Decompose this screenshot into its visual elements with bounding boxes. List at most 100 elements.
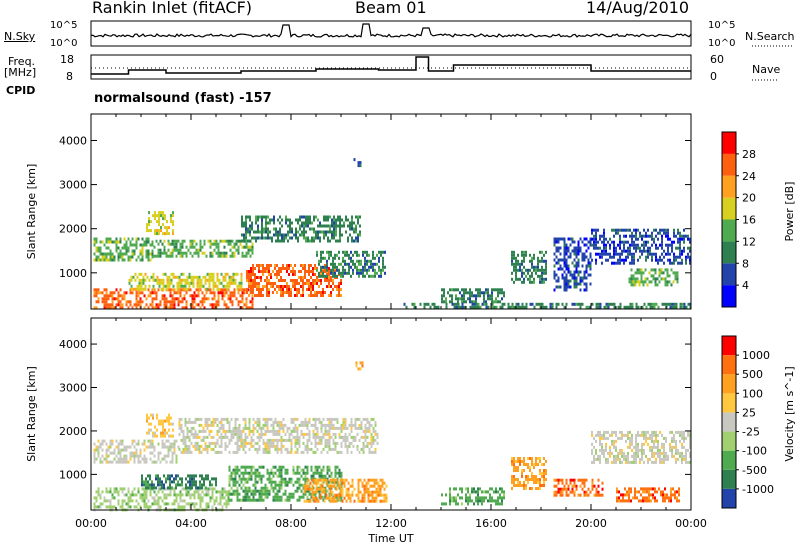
data-cell: [320, 265, 322, 269]
data-cell: [138, 284, 141, 288]
data-cell: [345, 215, 347, 219]
data-cell: [374, 420, 377, 424]
data-cell: [201, 496, 204, 500]
data-cell: [541, 463, 543, 466]
data-cell: [443, 291, 445, 295]
data-cell: [211, 306, 214, 310]
data-cell: [202, 275, 205, 279]
data-cell: [258, 465, 261, 469]
data-cell: [531, 463, 533, 466]
data-cell: [362, 265, 364, 269]
data-cell: [209, 254, 212, 258]
data-cell: [163, 483, 165, 487]
data-cell: [356, 268, 358, 272]
data-cell: [511, 481, 513, 484]
data-cell: [557, 240, 560, 244]
data-cell: [245, 230, 247, 234]
data-cell: [195, 490, 198, 494]
data-cell: [314, 465, 317, 469]
data-cell: [115, 246, 118, 250]
data-cell: [477, 499, 479, 503]
data-cell: [227, 496, 230, 500]
data-cell: [157, 454, 160, 458]
data-cell: [189, 477, 191, 481]
data-cell: [314, 468, 317, 472]
data-cell: [373, 499, 376, 503]
data-cell: [230, 429, 233, 433]
data-cell: [587, 261, 590, 265]
data-cell: [631, 255, 633, 259]
data-cell: [523, 487, 525, 490]
data-cell: [368, 429, 371, 433]
data-cell: [589, 273, 592, 277]
data-cell: [521, 469, 523, 472]
data-cell: [212, 441, 215, 445]
data-cell: [294, 426, 297, 430]
data-cell: [225, 502, 228, 506]
data-cell: [141, 300, 144, 304]
data-cell: [119, 306, 122, 310]
data-cell: [230, 417, 233, 421]
data-cell: [230, 471, 233, 475]
data-cell: [501, 305, 504, 309]
data-cell: [310, 423, 313, 427]
data-cell: [553, 478, 556, 482]
data-cell: [117, 297, 120, 301]
data-cell: [252, 291, 254, 294]
data-cell: [354, 438, 357, 442]
data-cell: [353, 487, 356, 491]
data-cell: [311, 490, 314, 494]
data-cell: [113, 451, 116, 455]
data-cell: [511, 262, 513, 266]
data-cell: [286, 288, 288, 291]
data-cell: [324, 438, 327, 442]
data-cell: [543, 481, 545, 484]
data-cell: [336, 441, 339, 445]
data-cell: [299, 227, 301, 231]
data-cell: [583, 243, 586, 247]
data-cell: [109, 451, 112, 455]
data-cell: [211, 254, 214, 258]
data-cell: [661, 252, 663, 256]
data-cell: [302, 288, 304, 291]
data-cell: [583, 481, 586, 485]
data-cell: [331, 478, 334, 482]
data-cell: [323, 218, 325, 222]
data-cell: [193, 474, 195, 478]
power-colorbar-segment: [722, 241, 736, 264]
data-cell: [93, 505, 96, 509]
data-cell: [154, 214, 156, 218]
data-cell: [109, 502, 112, 506]
data-cell: [669, 252, 671, 256]
data-cell: [223, 502, 226, 506]
data-cell: [314, 273, 316, 276]
data-cell: [613, 302, 616, 306]
data-cell: [615, 454, 617, 458]
data-cell: [351, 224, 353, 228]
data-cell: [251, 245, 254, 249]
data-cell: [273, 233, 275, 237]
data-cell: [254, 486, 257, 490]
data-cell: [231, 294, 234, 298]
data-cell: [264, 486, 267, 490]
data-cell: [366, 262, 368, 266]
data-cell: [344, 268, 346, 272]
data-cell: [103, 288, 106, 292]
data-cell: [248, 270, 250, 273]
data-cell: [681, 305, 684, 309]
data-cell: [158, 223, 160, 227]
data-cell: [135, 300, 138, 304]
data-cell: [264, 279, 266, 282]
data-cell: [160, 214, 162, 218]
data-cell: [152, 413, 154, 417]
data-cell: [517, 262, 519, 266]
data-cell: [171, 288, 174, 292]
data-cell: [281, 236, 283, 240]
data-cell: [113, 487, 116, 491]
data-cell: [515, 460, 517, 463]
data-cell: [331, 499, 334, 503]
data-cell: [477, 502, 479, 506]
data-cell: [167, 493, 170, 497]
data-cell: [322, 423, 325, 427]
data-cell: [266, 447, 269, 451]
